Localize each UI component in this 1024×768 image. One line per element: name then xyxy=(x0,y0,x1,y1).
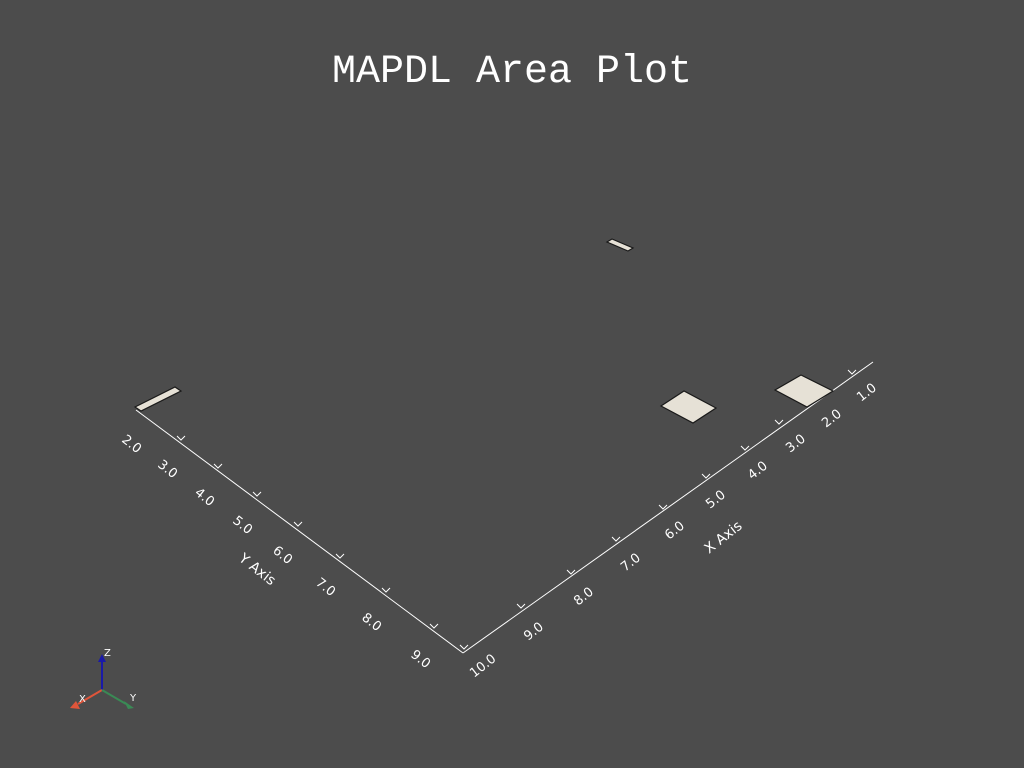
triad-y-label: Y xyxy=(129,693,137,704)
area-shapes[interactable] xyxy=(133,238,835,424)
y-tick-label: 3.0 xyxy=(155,457,181,482)
x-tick-label: 8.0 xyxy=(571,585,597,610)
area-strip-left xyxy=(133,386,183,412)
y-axis: 2.0 3.0 4.0 5.0 6.0 7.0 8.0 9.0 Y Axis xyxy=(119,409,464,672)
orientation-triad: Z X Y xyxy=(70,648,137,709)
y-axis-line xyxy=(135,409,464,654)
x-axis-title: X Axis xyxy=(702,518,746,557)
x-tick-label: 7.0 xyxy=(618,551,644,576)
y-tick-label: 5.0 xyxy=(230,513,256,538)
triad-x-axis xyxy=(77,689,103,705)
triad-x-label: X xyxy=(79,694,86,705)
plot-title: MAPDL Area Plot xyxy=(331,50,693,95)
triad-y-axis xyxy=(101,689,127,705)
area-strip-far xyxy=(605,238,635,252)
y-tick-label: 7.0 xyxy=(313,575,339,600)
x-axis-ticks xyxy=(459,369,857,650)
x-tick-label: 5.0 xyxy=(703,488,729,513)
y-tick-label: 8.0 xyxy=(359,610,385,635)
area-square-center xyxy=(659,390,718,424)
triad-z-label: Z xyxy=(104,648,111,659)
y-tick-label: 2.0 xyxy=(119,432,145,457)
x-tick-label: 3.0 xyxy=(783,432,809,457)
x-axis-tick-labels: 1.0 2.0 3.0 4.0 5.0 6.0 7.0 8.0 9.0 10.0 xyxy=(467,381,880,682)
x-tick-label: 10.0 xyxy=(467,652,499,682)
triad-z-arrowhead xyxy=(98,654,106,662)
x-tick-label: 6.0 xyxy=(662,519,688,544)
y-axis-tick-labels: 2.0 3.0 4.0 5.0 6.0 7.0 8.0 9.0 xyxy=(119,432,434,672)
triad-y-arrowhead xyxy=(124,701,134,709)
y-tick-label: 4.0 xyxy=(192,485,218,510)
y-tick-label: 6.0 xyxy=(270,543,296,568)
x-tick-label: 2.0 xyxy=(819,407,845,432)
x-axis-line xyxy=(462,361,874,654)
y-tick-label: 9.0 xyxy=(408,647,434,672)
area-square-right xyxy=(773,374,835,408)
x-tick-label: 4.0 xyxy=(745,459,771,484)
x-tick-label: 1.0 xyxy=(854,381,880,406)
triad-x-arrowhead xyxy=(70,701,80,709)
y-axis-ticks xyxy=(176,435,439,629)
x-tick-label: 9.0 xyxy=(521,620,547,645)
